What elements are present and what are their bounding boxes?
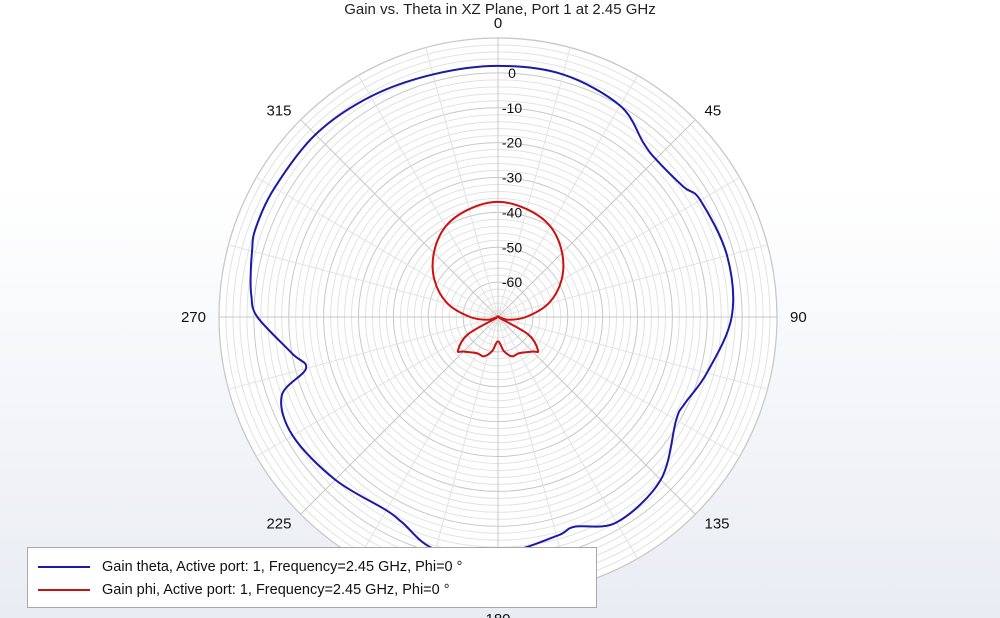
radial-tick-label: -60 — [502, 274, 522, 290]
series-gain-phi — [431, 200, 565, 358]
radial-tick-label: 0 — [508, 65, 516, 81]
angular-grid-spoke — [300, 119, 499, 318]
angular-grid-spoke — [256, 177, 499, 318]
angle-tick-label: 180 — [485, 611, 510, 618]
angle-tick-label: 270 — [181, 309, 206, 326]
angular-grid-spoke — [425, 47, 499, 318]
angular-grid-spoke — [497, 316, 571, 587]
legend-label-gain-theta: Gain theta, Active port: 1, Frequency=2.… — [102, 559, 463, 575]
angular-grid-spoke — [497, 177, 740, 318]
legend-swatch-gain-theta — [38, 566, 90, 568]
legend: Gain theta, Active port: 1, Frequency=2.… — [27, 547, 597, 608]
angular-grid-spoke — [497, 75, 638, 318]
angle-tick-label: 45 — [705, 103, 722, 120]
angle-tick-label: 315 — [266, 103, 291, 120]
angular-grid-spoke — [425, 316, 499, 587]
radial-tick-label: -10 — [502, 100, 522, 116]
angle-tick-label: 135 — [705, 516, 730, 533]
radial-tick-label: -20 — [502, 135, 522, 151]
legend-label-gain-phi: Gain phi, Active port: 1, Frequency=2.45… — [102, 582, 450, 598]
angle-tick-label: 225 — [266, 516, 291, 533]
angular-grid-spoke — [497, 316, 740, 457]
legend-item-gain-phi: Gain phi, Active port: 1, Frequency=2.45… — [38, 580, 450, 600]
legend-item-gain-theta: Gain theta, Active port: 1, Frequency=2.… — [38, 557, 462, 577]
radial-tick-label: -50 — [502, 239, 522, 255]
angular-grid-spoke — [497, 316, 638, 559]
angle-tick-label: 90 — [790, 309, 807, 326]
angular-grid-spoke — [358, 75, 499, 318]
angular-grid-spoke — [228, 244, 499, 318]
angular-grid-spoke — [497, 316, 696, 515]
angular-grid-spoke — [300, 316, 499, 515]
angular-grid-spoke — [228, 316, 499, 390]
tick-labels: 0 45 90 135 180 225 270 315 0 -10 -20 -30 -40 -50 -60 — [181, 15, 807, 618]
radial-tick-label: -30 — [502, 170, 522, 186]
angular-grid-spoke — [497, 316, 768, 390]
angular-grid-spoke — [497, 244, 768, 318]
chart-title: Gain vs. Theta in XZ Plane, Port 1 at 2.… — [344, 1, 656, 18]
angular-grid-spoke — [497, 119, 696, 318]
angular-grid-spoke — [358, 316, 499, 559]
radial-tick-label: -40 — [502, 204, 522, 220]
angular-grid-spoke — [256, 316, 499, 457]
legend-swatch-gain-phi — [38, 589, 90, 591]
angle-tick-label: 0 — [494, 15, 502, 32]
angular-grid-spoke — [497, 47, 571, 318]
